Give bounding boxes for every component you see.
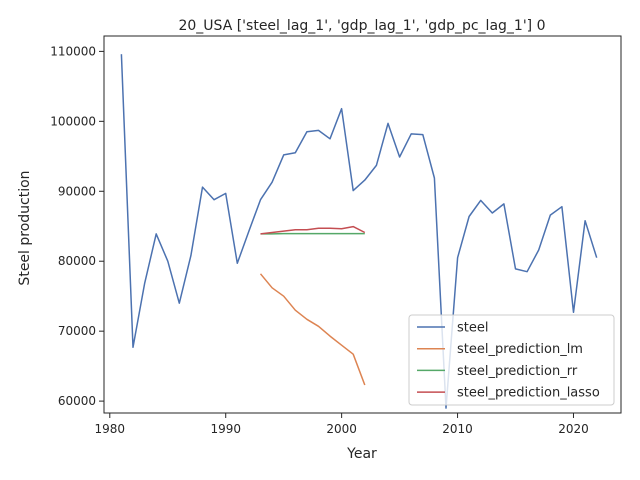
- series-lines: [120, 54, 598, 409]
- x-axis-label: Year: [346, 446, 377, 462]
- y-axis: 60000 70000 80000 90000 100000 110000: [50, 44, 104, 408]
- plot-frame: [103, 35, 622, 414]
- y-tick-label: 70000: [58, 324, 96, 338]
- y-axis-label: Steel production: [17, 170, 33, 285]
- x-tick-label: 1990: [210, 422, 241, 436]
- y-tick-label: 80000: [58, 254, 96, 268]
- legend-label-steel_prediction_lm: steel_prediction_lm: [457, 342, 583, 357]
- y-tick-label: 100000: [50, 114, 96, 128]
- series-line-steel_prediction_lasso: [260, 225, 366, 235]
- x-tick-label: 1980: [95, 422, 126, 436]
- legend-box: [408, 314, 615, 406]
- legend-label-steel: steel: [457, 321, 488, 336]
- series-line-steel_prediction_lm: [259, 273, 366, 386]
- legend-label-steel_prediction_lasso: steel_prediction_lasso: [457, 386, 600, 401]
- series-line-steel: [120, 54, 598, 409]
- y-tick-label: 60000: [58, 394, 96, 408]
- x-axis: 1980 1990 2000 2010 2020: [95, 413, 589, 436]
- legend-label-steel_prediction_rr: steel_prediction_rr: [457, 364, 578, 379]
- x-tick-label: 2010: [442, 422, 473, 436]
- y-tick-label: 110000: [50, 44, 96, 58]
- legend: steel steel_prediction_lm steel_prediction…: [408, 314, 615, 406]
- x-tick-label: 2020: [558, 422, 589, 436]
- x-tick-label: 2000: [326, 422, 357, 436]
- chart-title: 20_USA ['steel_lag_1', 'gdp_lag_1', 'gdp…: [178, 18, 545, 34]
- y-tick-label: 90000: [58, 184, 96, 198]
